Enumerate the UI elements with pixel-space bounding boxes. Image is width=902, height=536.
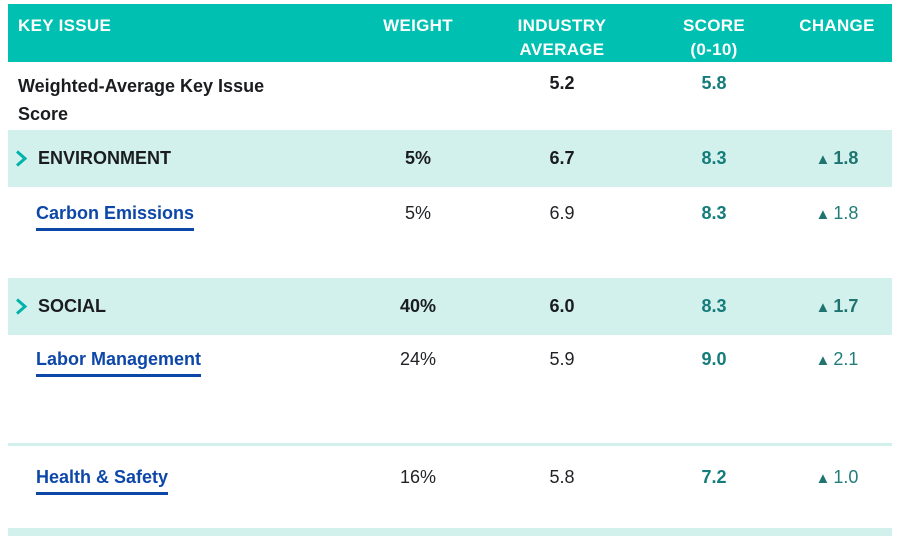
change-value: 1.8 xyxy=(833,203,859,223)
section-label: ENVIRONMENT xyxy=(38,148,172,168)
industry-average-cell: 6.0 xyxy=(549,296,575,316)
change-value: 1.7 xyxy=(833,296,859,316)
key-issue-cell: Weighted-Average Key Issue Score xyxy=(18,76,265,124)
table-header-row: KEY ISSUE WEIGHT INDUSTRY AVERAGE SCORE … xyxy=(8,4,892,62)
triangle-up-icon: ▲ xyxy=(815,470,831,487)
weight-cell: 5% xyxy=(404,203,431,223)
column-header-industry-average: INDUSTRY AVERAGE xyxy=(517,16,607,59)
table-row-labor-management: Labor Management 24% 5.9 9.0 ▲ 2.1 xyxy=(8,335,892,443)
key-issue-cell: Labor Management xyxy=(8,349,358,443)
weight-cell: 24% xyxy=(399,349,437,369)
table-row-health-safety: Health & Safety 16% 5.8 7.2 ▲ 1.0 xyxy=(8,446,892,528)
next-section-row-edge xyxy=(8,528,892,536)
change-value: 1.8 xyxy=(833,148,859,168)
chevron-right-icon[interactable] xyxy=(14,297,28,316)
esg-key-issue-table: KEY ISSUE WEIGHT INDUSTRY AVERAGE SCORE … xyxy=(8,4,892,536)
table-row-environment: ENVIRONMENT 5% 6.7 8.3 ▲ 1.8 xyxy=(8,130,892,187)
score-cell: 5.8 xyxy=(701,73,727,93)
change-cell: ▲ 1.8 xyxy=(782,203,892,278)
industry-average-cell: 6.7 xyxy=(549,148,575,168)
row-divider xyxy=(8,443,892,446)
triangle-up-icon: ▲ xyxy=(815,206,831,223)
key-issue-cell: Health & Safety xyxy=(8,467,358,528)
industry-average-cell: 5.2 xyxy=(549,73,575,93)
change-cell: ▲ 1.0 xyxy=(782,467,892,528)
key-issue-link[interactable]: Labor Management xyxy=(36,349,202,377)
score-cell: 7.2 xyxy=(701,467,727,487)
triangle-up-icon: ▲ xyxy=(815,352,831,369)
section-label: SOCIAL xyxy=(38,296,107,316)
change-cell: ▲ 1.8 xyxy=(782,130,892,187)
change-cell: ▲ 1.7 xyxy=(782,278,892,335)
chevron-right-icon[interactable] xyxy=(14,149,28,168)
column-header-weight: WEIGHT xyxy=(383,16,453,35)
column-header-key-issue: KEY ISSUE xyxy=(18,16,112,35)
industry-average-cell: 5.8 xyxy=(549,467,575,487)
table-row-social: SOCIAL 40% 6.0 8.3 ▲ 1.7 xyxy=(8,278,892,335)
triangle-up-icon: ▲ xyxy=(815,151,831,168)
key-issue-cell: SOCIAL xyxy=(8,278,358,335)
weight-cell xyxy=(358,73,478,130)
column-header-change: CHANGE xyxy=(799,16,875,35)
weight-cell: 5% xyxy=(404,148,431,168)
key-issue-cell: ENVIRONMENT xyxy=(8,130,358,187)
score-cell: 8.3 xyxy=(701,148,727,168)
weight-cell: 16% xyxy=(399,467,437,487)
change-value: 1.0 xyxy=(833,467,859,487)
industry-average-cell: 5.9 xyxy=(549,349,575,369)
table-row-weighted-average: Weighted-Average Key Issue Score 5.2 5.8 xyxy=(8,62,892,130)
column-header-score: SCORE (0-10) xyxy=(683,16,745,59)
triangle-up-icon: ▲ xyxy=(815,299,831,316)
change-value: 2.1 xyxy=(833,349,859,369)
score-cell: 8.3 xyxy=(701,203,727,223)
key-issue-cell: Carbon Emissions xyxy=(8,203,358,278)
key-issue-link[interactable]: Carbon Emissions xyxy=(36,203,195,231)
score-cell: 8.3 xyxy=(701,296,727,316)
key-issue-link[interactable]: Health & Safety xyxy=(36,467,169,495)
score-cell: 9.0 xyxy=(701,349,727,369)
change-cell xyxy=(782,73,892,130)
weight-cell: 40% xyxy=(399,296,437,316)
table-row-carbon-emissions: Carbon Emissions 5% 6.9 8.3 ▲ 1.8 xyxy=(8,187,892,278)
industry-average-cell: 6.9 xyxy=(549,203,575,223)
change-cell: ▲ 2.1 xyxy=(782,349,892,443)
